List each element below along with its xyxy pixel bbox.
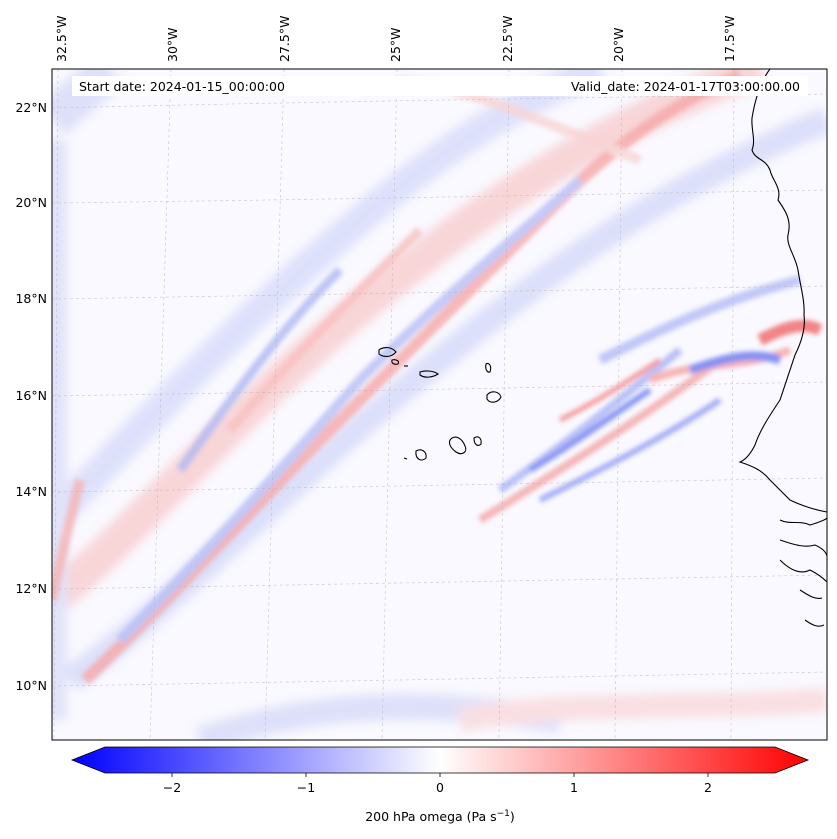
island-santo-antao bbox=[378, 347, 397, 357]
island-sao-nicolau bbox=[419, 370, 439, 378]
lon-label: 17.5°W bbox=[722, 16, 737, 62]
lon-label: 30°W bbox=[165, 27, 180, 62]
lat-label: 12°N bbox=[15, 581, 47, 596]
island-sal bbox=[485, 362, 492, 373]
colorbar-tick: 2 bbox=[704, 780, 712, 795]
island-maio bbox=[473, 436, 482, 446]
omega-field bbox=[52, 69, 827, 740]
colorbar-tick: 0 bbox=[436, 780, 444, 795]
lat-label: 22°N bbox=[15, 100, 47, 115]
colorbar-tick: −1 bbox=[297, 780, 315, 795]
colorbar-outline bbox=[70, 746, 810, 774]
island-boa-vista bbox=[486, 391, 502, 403]
island-fogo bbox=[415, 449, 427, 461]
latitude-labels: 22°N 20°N 18°N 16°N 14°N 12°N 10°N bbox=[15, 100, 47, 693]
lat-label: 10°N bbox=[15, 678, 47, 693]
island-sao-vicente bbox=[391, 359, 400, 365]
valid-date-label: Valid_date: 2024-01-17T03:00:00.00 bbox=[571, 79, 800, 94]
colorbar-fill bbox=[72, 747, 808, 773]
lon-label: 27.5°W bbox=[277, 16, 292, 62]
lon-label: 32.5°W bbox=[54, 16, 69, 62]
colorbar-label: 200 hPa omega (Pa s−1) bbox=[365, 809, 515, 824]
lat-label: 14°N bbox=[15, 484, 47, 499]
lat-label: 18°N bbox=[15, 291, 47, 306]
map-panel: Start date: 2024-01-15_00:00:00 Valid_da… bbox=[51, 68, 828, 741]
colorbar: −2 −1 0 1 2 200 hPa omega (Pa s−1) bbox=[70, 746, 810, 824]
date-info-box bbox=[72, 76, 808, 96]
colorbar-tick: 1 bbox=[570, 780, 578, 795]
island-santiago bbox=[448, 436, 467, 455]
lon-label: 25°W bbox=[388, 27, 403, 62]
lat-label: 16°N bbox=[15, 388, 47, 403]
coastlines bbox=[378, 69, 827, 627]
gridlines bbox=[52, 69, 827, 740]
longitude-labels: 32.5°W 30°W 27.5°W 25°W 22.5°W 20°W 17.5… bbox=[54, 16, 737, 62]
lat-label: 20°N bbox=[15, 195, 47, 210]
lon-label: 20°W bbox=[611, 27, 626, 62]
start-date-label: Start date: 2024-01-15_00:00:00 bbox=[79, 79, 285, 94]
colorbar-tick: −2 bbox=[163, 780, 181, 795]
lon-label: 22.5°W bbox=[500, 16, 515, 62]
island-brava bbox=[403, 457, 408, 460]
africa-coastline bbox=[738, 69, 827, 513]
map-frame bbox=[51, 68, 828, 741]
